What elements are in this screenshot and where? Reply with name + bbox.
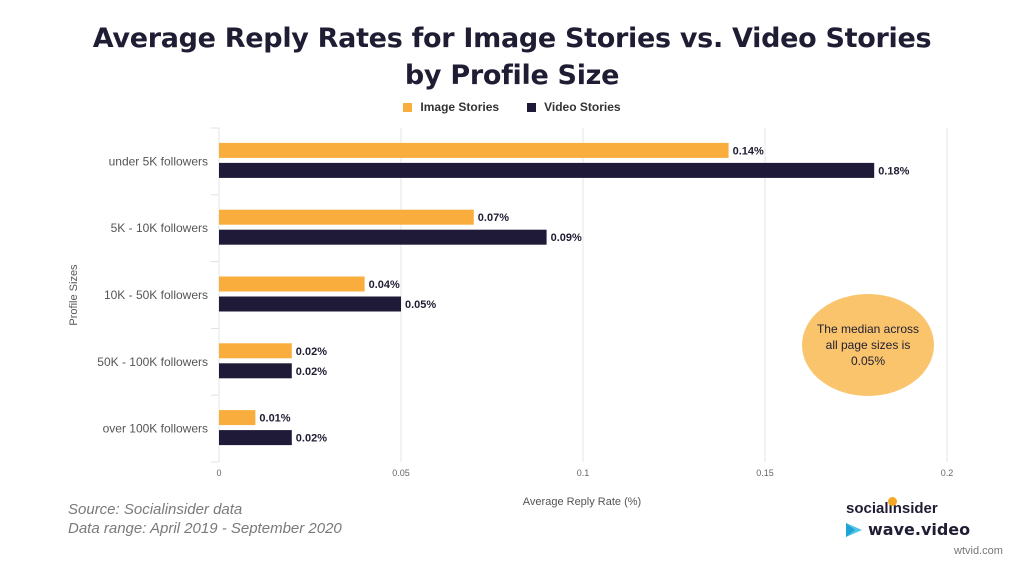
chart-title: Average Reply Rates for Image Stories vs… [0,20,1024,94]
data-label-video: 0.05% [405,299,436,311]
data-label-video: 0.02% [296,366,327,378]
bar-image [219,276,365,292]
data-label-video: 0.02% [296,433,327,445]
x-tick-label: 0.1 [577,468,590,478]
data-label-image: 0.02% [296,346,327,358]
data-label-image: 0.07% [478,212,509,224]
x-tick-label: 0.15 [756,468,774,478]
chart-title-line-2: by Profile Size [404,60,620,91]
data-label-image: 0.14% [733,145,764,157]
legend-label-image: Image Stories [420,100,500,114]
x-tick-label: 0.05 [392,468,410,478]
y-category-label: under 5K followers [109,154,208,168]
socialinsider-logo-dot [888,497,897,506]
y-category-label: 10K - 50K followers [104,288,208,302]
legend-swatch-video [527,102,537,112]
y-category-label: 50K - 100K followers [97,355,208,369]
data-label-video: 0.18% [878,165,909,177]
source-note: Source: Socialinsider data Data range: A… [68,500,342,538]
data-label-image: 0.04% [369,279,400,291]
median-callout: The median across all page sizes is 0.05… [802,294,934,396]
data-label-video: 0.09% [551,232,582,244]
median-callout-text: The median across all page sizes is 0.05… [816,322,920,368]
chart-legend: Image Stories Video Stories [0,100,1024,114]
bar-image [219,343,292,359]
bar-video [219,363,292,379]
x-tick-label: 0 [216,468,221,478]
x-axis-title: Average Reply Rate (%) [523,496,641,508]
watermark: wtvid.com [954,545,1003,557]
chart-title-line-1: Average Reply Rates for Image Stories vs… [92,23,932,54]
y-category-label: over 100K followers [103,422,208,436]
y-axis-title: Profile Sizes [68,264,80,326]
wave-video-icon [846,522,862,537]
data-range-line: Data range: April 2019 - September 2020 [68,520,342,537]
bar-video [219,296,401,312]
legend-item-video-stories: Video Stories [527,100,621,114]
y-category-label: 5K - 10K followers [111,221,208,235]
bar-video [219,430,292,446]
wave-video-logo-text: wave.video [868,520,971,539]
bar-video [219,229,547,245]
socialinsider-logo: socialinsider [846,500,938,517]
legend-label-video: Video Stories [544,100,621,114]
bar-video [219,162,875,178]
bar-image [219,142,729,158]
data-label-image: 0.01% [259,413,290,425]
x-tick-label: 0.2 [941,468,954,478]
bar-image [219,410,256,426]
source-line: Source: Socialinsider data [68,501,243,518]
bar-image [219,209,474,225]
wave-video-logo: wave.video [845,520,970,539]
legend-item-image-stories: Image Stories [403,100,499,114]
legend-swatch-image [403,102,413,112]
